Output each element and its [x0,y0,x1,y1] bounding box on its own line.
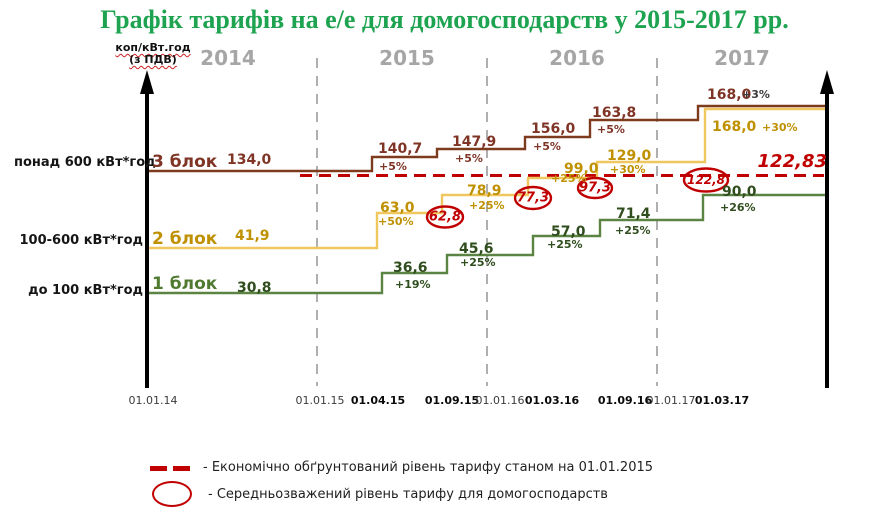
value-label: 168,0 [712,119,757,135]
year-label: 2015 [379,46,435,70]
band-label-block3: понад 600 кВт*год [14,155,156,170]
weighted-avg-circle [576,176,614,200]
y-axis-unit-line1: коп/кВт.год [115,41,191,54]
x-tick-label: 01.09.16 [597,394,653,407]
percent-change-label: +50% [378,215,414,228]
weighted-avg-value: 122,8 [687,173,725,187]
value-label: 45,6 [459,241,494,257]
chart-canvas [140,58,834,388]
value-label: 57,0 [551,224,586,240]
value-label: 163,8 [592,105,637,121]
y-axis-unit-line2: (з ПДВ) [129,53,177,66]
percent-change-label: +25% [615,224,651,237]
x-tick-label: 01.09.15 [424,394,480,407]
percent-change-label: +30% [610,163,646,176]
legend-economic-level-label: - Економічно обґрунтований рівень тарифу… [203,460,654,475]
value-label: 63,0 [380,200,415,216]
x-tick-label: 01.03.17 [694,394,750,407]
x-tick-label: 01.03.16 [524,394,580,407]
weighted-avg-value: 97,3 [578,180,612,196]
percent-change-label: +5% [533,140,561,153]
value-label: 134,0 [227,152,272,168]
percent-change-label: +30% [762,121,798,134]
percent-change-label: +25% [551,172,587,185]
percent-change-label: +19% [395,278,431,291]
value-label: 90,0 [722,184,757,200]
weighted-avg-value: 77,3 [516,190,550,206]
weighted-avg-circle [425,205,465,229]
left-axis-arrow-head [140,70,154,94]
percent-change-label: +5% [597,123,625,136]
percent-change-label: +25% [460,256,496,269]
percent-change-label: +26% [720,201,756,214]
band-label-block1: до 100 кВт*год [28,283,143,298]
weighted-avg-value: 62,8 [428,209,462,225]
right-axis-arrow-head [820,70,834,94]
band-label-block2: 100-600 кВт*год [19,233,143,248]
x-tick-label: 01.01.14 [128,394,178,407]
year-label: 2016 [549,46,605,70]
value-label: 147,9 [452,134,497,150]
legend-ellipse-icon [152,481,192,507]
percent-change-label: +25% [547,238,583,251]
value-label: 140,7 [378,141,423,157]
percent-change-label: +5% [379,160,407,173]
value-label: 41,9 [235,228,270,244]
value-label: 99,0 [564,161,599,177]
value-label: 129,0 [607,148,652,164]
value-label: 71,4 [616,206,651,222]
percent-change-label: +5% [455,152,483,165]
x-tick-label: 01.04.15 [350,394,406,407]
percent-change-label: +25% [469,199,505,212]
year-label: 2014 [200,46,256,70]
x-tick-label: 01.01.17 [646,394,696,407]
x-tick-label: 01.01.15 [295,394,345,407]
tariff-line-1-блок [148,193,827,295]
block-label-3: 3 блок [152,152,218,172]
legend-weighted-avg-label: - Середньозважений рівень тарифу для дом… [208,487,608,502]
value-label: 156,0 [531,121,576,137]
y-axis-unit-label: коп/кВт.год (з ПДВ) [105,42,201,66]
year-label: 2017 [714,46,770,70]
weighted-avg-circle [513,185,553,211]
x-tick-label: 01.01.16 [475,394,525,407]
block-label-1: 1 блок [152,274,218,294]
chart-title: Графік тарифів на е/е для домогосподарст… [100,5,789,34]
value-label: 36,6 [393,260,428,276]
reference-level-value: 122,83 [757,151,827,172]
weighted-avg-circle [682,167,730,193]
value-label: 30,8 [237,280,272,296]
percent-change-label: +3% [742,88,770,101]
legend-dashed-line-icon [150,466,167,471]
block-label-2: 2 блок [152,229,218,249]
legend-dashed-line-icon [173,466,190,471]
value-label: 78,9 [467,183,502,199]
tariff-line-3-блок [148,104,827,173]
value-label: 168,0 [707,87,752,103]
